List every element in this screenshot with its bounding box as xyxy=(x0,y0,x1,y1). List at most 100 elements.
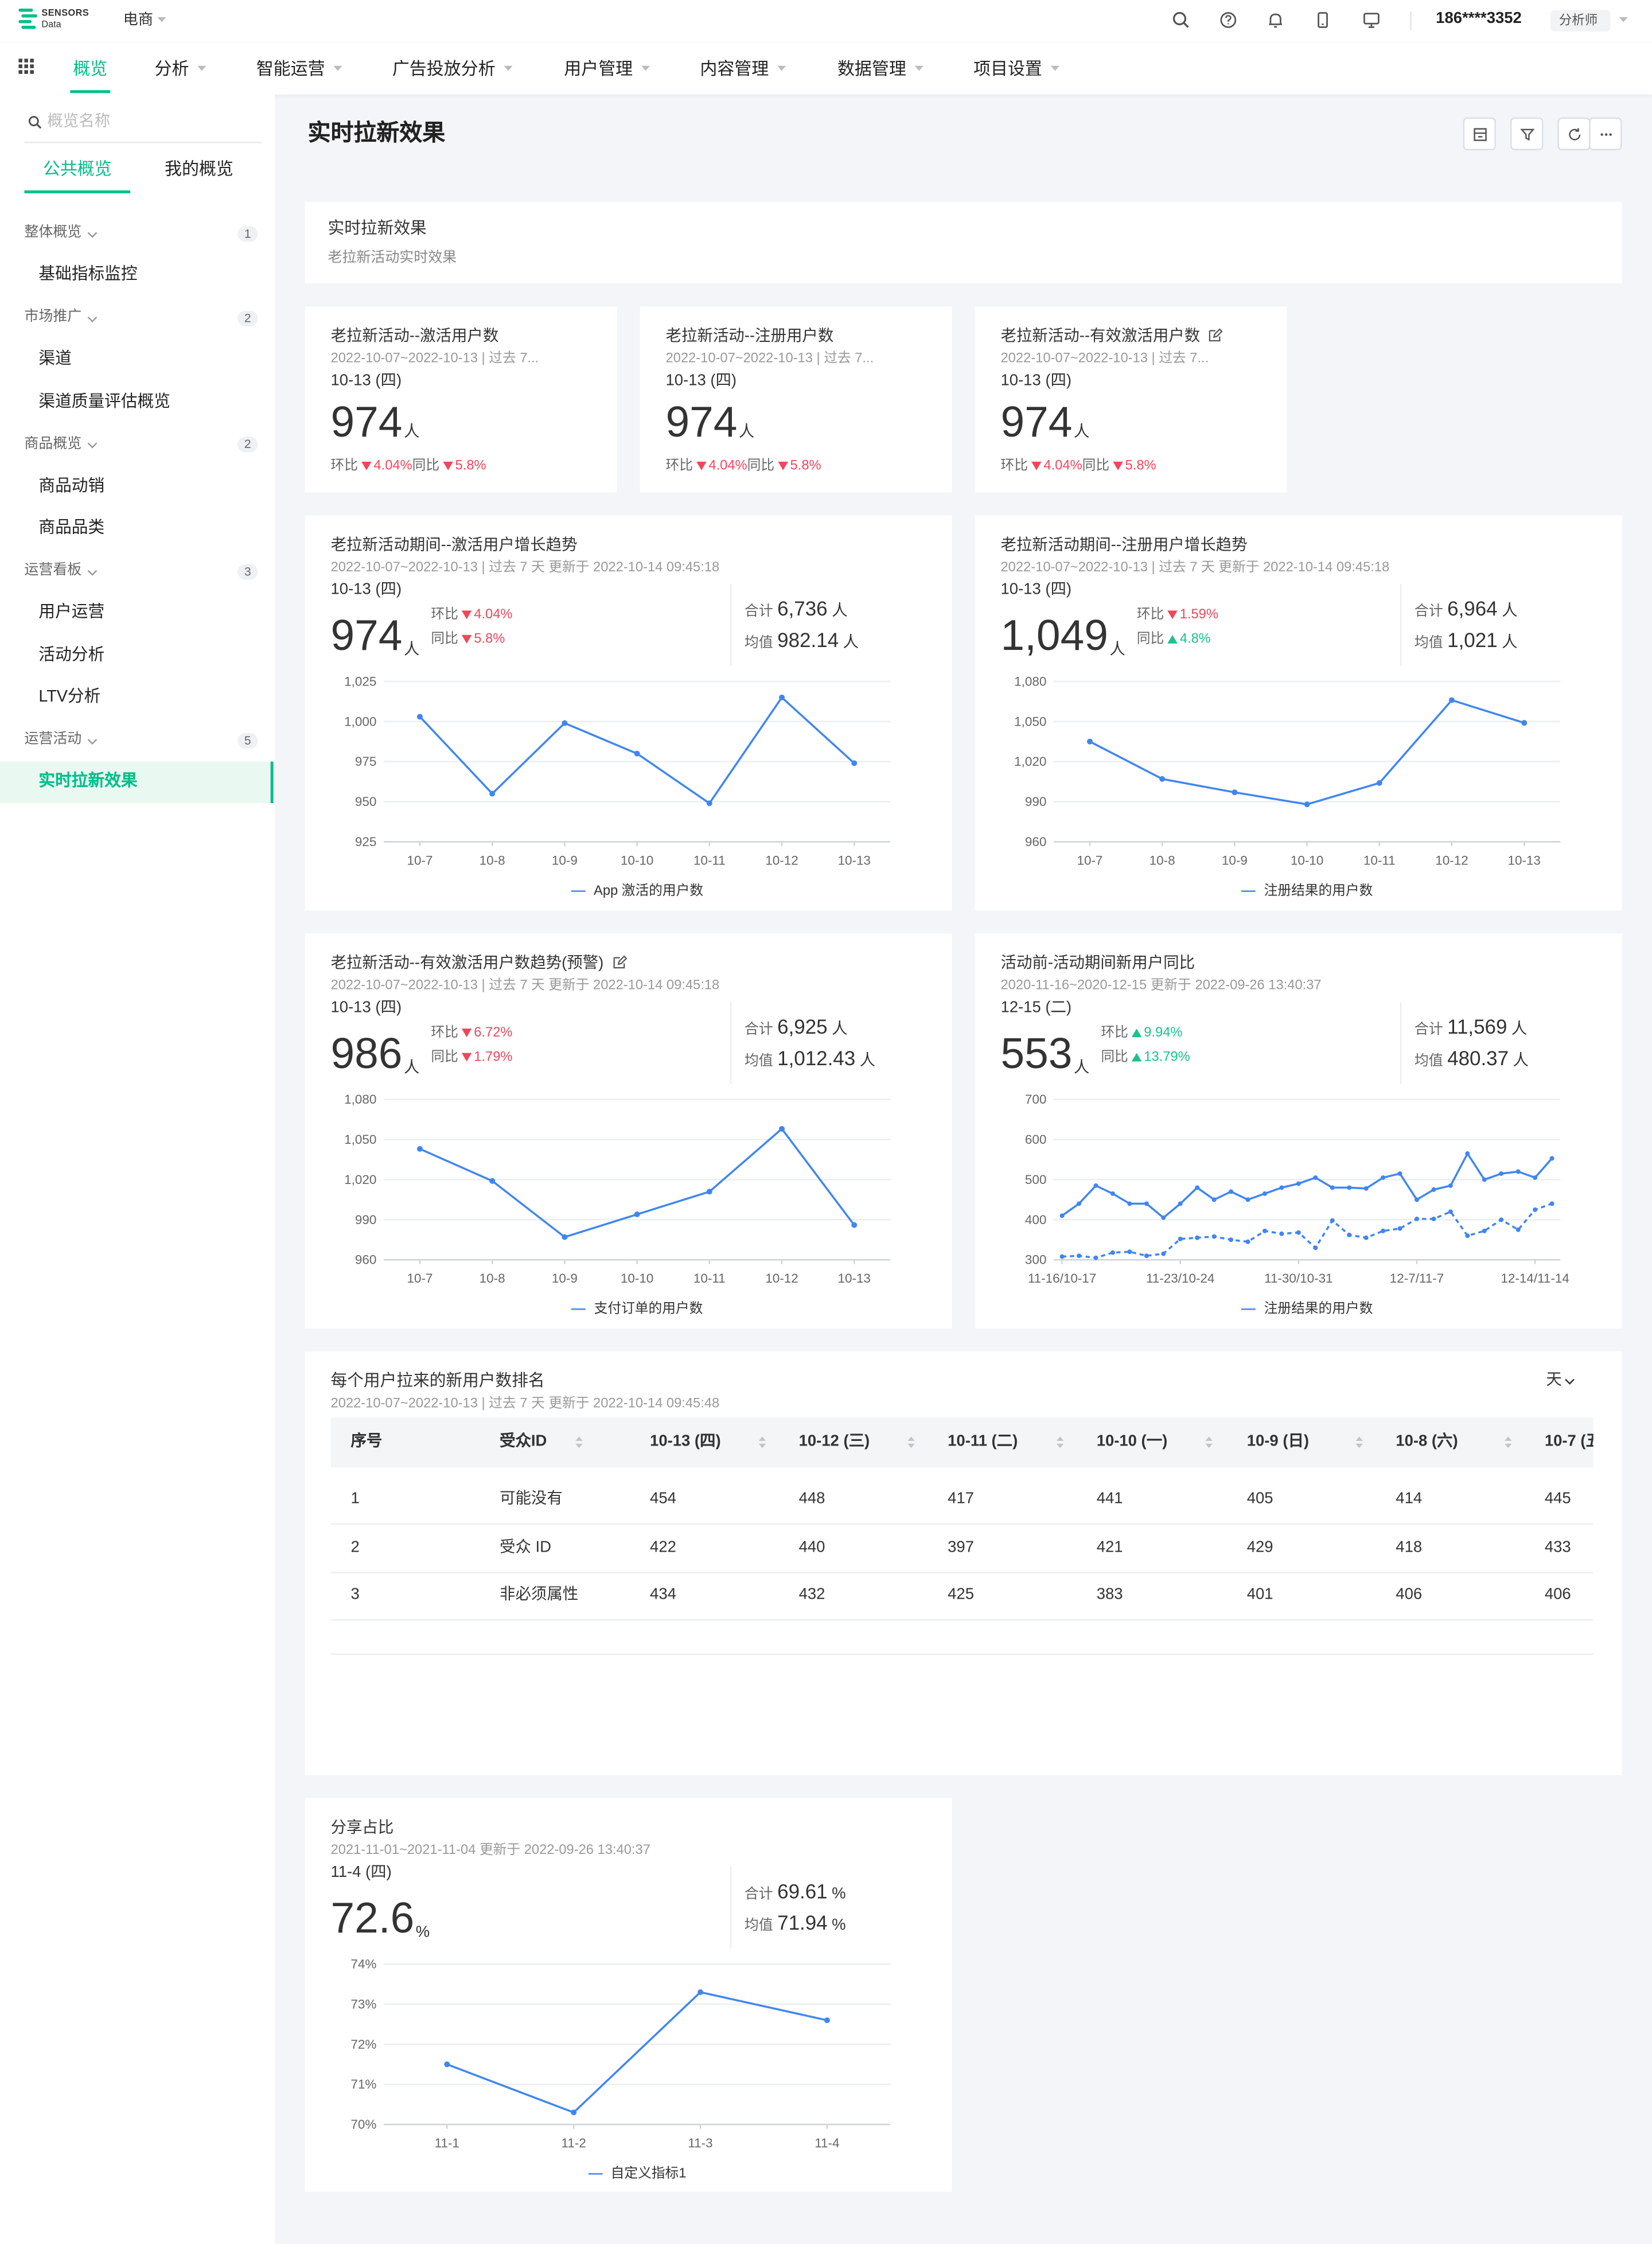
top-bar: SENSORS Data 电商 186****3352 分析师 xyxy=(0,0,1652,45)
text-card: 实时拉新效果 老拉新活动实时效果 xyxy=(305,201,1622,284)
data-point xyxy=(1245,1197,1250,1202)
card-title: 分享占比 xyxy=(330,1820,394,1837)
group-label[interactable]: 市场推广 xyxy=(24,309,82,325)
y-tick-label: 700 xyxy=(1025,1092,1046,1107)
card-subtitle: 2022-10-07~2022-10-13 | 过去 7 天 更新于 2022-… xyxy=(330,978,720,994)
kpi-card: 老拉新活动--注册用户数 2022-10-07~2022-10-13 | 过去 7… xyxy=(640,306,952,493)
sort-icon[interactable] xyxy=(1056,1436,1064,1448)
stat-unit: % xyxy=(832,1885,846,1903)
data-point xyxy=(1381,1228,1386,1233)
nav-item[interactable]: 数据管理 xyxy=(837,58,906,79)
stat-value: 480.37 xyxy=(1447,1046,1509,1070)
toolbar-button[interactable] xyxy=(1510,117,1544,151)
toolbar-button[interactable] xyxy=(1463,117,1497,151)
x-tick-label: 10-10 xyxy=(621,853,653,867)
group-label[interactable]: 整体概览 xyxy=(24,224,82,241)
active-item-bg xyxy=(0,761,274,804)
big-unit: % xyxy=(415,1924,430,1942)
data-point xyxy=(1229,1237,1234,1242)
stat-value: 1,021 xyxy=(1447,628,1498,652)
arrow xyxy=(443,462,453,472)
x-tick-label: 10-11 xyxy=(693,853,726,867)
x-tick-label: 10-8 xyxy=(480,853,505,867)
nav-item[interactable]: 内容管理 xyxy=(700,58,769,79)
stat-item: 合计 6,925 人 xyxy=(745,1016,848,1041)
group-label[interactable]: 商品概览 xyxy=(24,435,82,452)
toolbar-button[interactable] xyxy=(1557,117,1591,151)
sidebar-item[interactable]: 活动分析 xyxy=(38,646,105,664)
change-label: 同比 xyxy=(431,631,458,648)
card-subtitle: 2022-10-07~2022-10-13 | 过去 7... xyxy=(1000,351,1209,367)
data-point xyxy=(1465,1233,1470,1238)
nav-item[interactable]: 用户管理 xyxy=(564,58,633,79)
table-cell: 445 xyxy=(1544,1490,1571,1508)
kpi-unit: 人 xyxy=(1073,423,1090,441)
nav-item[interactable]: 概览 xyxy=(73,58,108,79)
sidebar-item[interactable]: 商品动销 xyxy=(38,478,105,496)
data-point xyxy=(1279,1185,1284,1190)
sidebar-item[interactable]: 实时拉新效果 xyxy=(38,773,138,791)
toolbar-icon[interactable] xyxy=(1314,11,1331,29)
data-point xyxy=(571,2109,577,2116)
sidebar-item[interactable]: 基础指标监控 xyxy=(38,267,138,285)
y-tick-label: 1,050 xyxy=(1014,714,1046,728)
sidebar-item[interactable]: 渠道 xyxy=(38,351,72,369)
data-point xyxy=(416,714,423,720)
edit-glyph xyxy=(613,956,627,969)
y-tick-label: 950 xyxy=(355,794,376,809)
y-tick-label: 600 xyxy=(1025,1132,1046,1147)
toolbar-icon[interactable] xyxy=(1219,11,1237,29)
sidebar-item[interactable]: LTV分析 xyxy=(38,689,101,707)
x-tick-label: 10-12 xyxy=(765,853,798,867)
nav-item[interactable]: 广告投放分析 xyxy=(392,58,496,79)
table-cell: 441 xyxy=(1096,1490,1123,1508)
card-subtitle: 2020-11-16~2020-12-15 更新于 2022-09-26 13:… xyxy=(1000,978,1322,994)
stats-divider xyxy=(730,1002,732,1084)
sort-icon[interactable] xyxy=(758,1436,766,1448)
group-label[interactable]: 运营看板 xyxy=(24,562,82,579)
search-input[interactable]: 概览名称 xyxy=(47,113,111,131)
toolbar-icon[interactable] xyxy=(1267,11,1284,29)
logo-bar xyxy=(18,20,32,24)
toolbar-button[interactable] xyxy=(1589,117,1622,151)
sidebar-item[interactable]: 用户运营 xyxy=(38,605,105,622)
toolbar-icon[interactable] xyxy=(1172,11,1190,29)
nav-item[interactable]: 智能运营 xyxy=(256,58,325,79)
table-cell: 受众 ID xyxy=(499,1538,552,1556)
sort-icon[interactable] xyxy=(1205,1436,1213,1448)
sidebar-item[interactable]: 商品品类 xyxy=(38,520,105,537)
group-label[interactable]: 运营活动 xyxy=(24,731,82,747)
granularity-switch[interactable]: 天 xyxy=(1546,1372,1562,1389)
data-point xyxy=(1381,1175,1386,1180)
card-description: 老拉新活动实时效果 xyxy=(328,250,457,267)
nav-item[interactable]: 项目设置 xyxy=(973,58,1042,79)
sidebar-item[interactable]: 渠道质量评估概览 xyxy=(38,394,170,411)
group-count: 1 xyxy=(237,225,258,241)
y-tick-label: 300 xyxy=(1025,1253,1046,1267)
edit-icon[interactable] xyxy=(1209,328,1224,342)
data-point xyxy=(1482,1177,1487,1182)
data-point xyxy=(1465,1151,1470,1156)
toolbar-icon[interactable] xyxy=(1363,11,1380,29)
stat-unit: 人 xyxy=(1502,634,1518,652)
data-point xyxy=(1499,1171,1504,1176)
legend: App 激活的用户数 xyxy=(384,882,890,902)
edit-icon[interactable] xyxy=(612,955,627,969)
sort-icon[interactable] xyxy=(575,1436,583,1448)
table-cell: 414 xyxy=(1396,1490,1423,1508)
trend-arrow xyxy=(361,462,372,472)
big-value: 986 xyxy=(330,1030,403,1078)
stat-item: 合计 69.61% xyxy=(745,1881,846,1905)
project-switcher[interactable]: 电商 xyxy=(123,11,154,29)
apps-dot xyxy=(24,70,28,74)
y-tick-label: 500 xyxy=(1025,1172,1046,1187)
sort-icon[interactable] xyxy=(1504,1436,1512,1448)
sort-icon[interactable] xyxy=(907,1436,915,1448)
sidebar-tab[interactable]: 我的概览 xyxy=(165,158,233,178)
change-value: 5.8% xyxy=(474,631,505,648)
sidebar-tab[interactable]: 公共概览 xyxy=(42,158,112,178)
nav-item[interactable]: 分析 xyxy=(154,58,189,79)
legend-item: 支付订单的用户数 xyxy=(571,1302,703,1317)
card-date: 10-13 (四) xyxy=(330,999,402,1017)
sort-icon[interactable] xyxy=(1355,1436,1363,1448)
